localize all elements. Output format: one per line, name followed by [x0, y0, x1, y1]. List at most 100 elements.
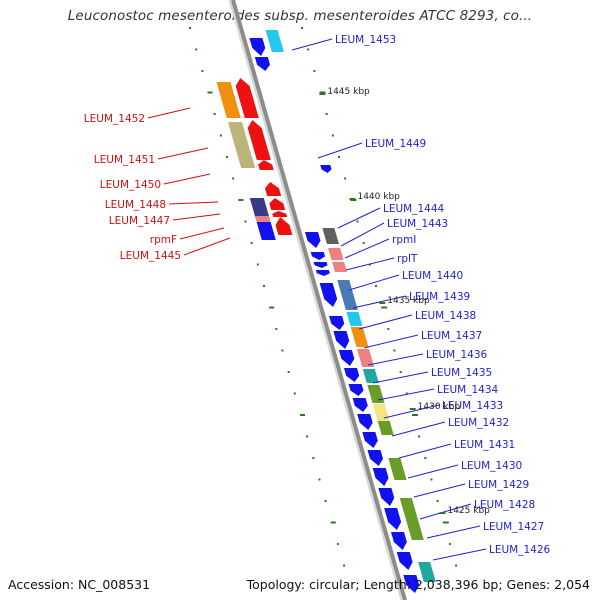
forward-gene-label-5: rplT [397, 253, 418, 265]
reverse-gene-inner-3 [264, 182, 282, 196]
forward-gene-label-10: LEUM_1436 [426, 349, 488, 361]
forward-gene-inner-4 [313, 262, 328, 268]
forward-gene-label-18: LEUM_1428 [474, 499, 535, 511]
scale-label-1: 1440 kbp [357, 192, 400, 202]
forward-gene-outer-8 [362, 369, 379, 383]
leader-forward-5 [345, 257, 395, 271]
forward-gene-label-20: LEUM_1426 [489, 544, 551, 556]
forward-gene-inner-8 [333, 331, 350, 349]
forward-gene-label-17: LEUM_1429 [468, 479, 529, 491]
leader-forward-19 [426, 525, 481, 539]
leader-forward-3 [340, 222, 385, 247]
forward-gene-inner-5 [315, 270, 330, 276]
leader-forward-9 [363, 334, 419, 349]
forward-gene-inner-6 [319, 283, 338, 307]
reverse-gene-inner-5 [272, 211, 288, 217]
forward-gene-outer-14 [418, 562, 436, 582]
forward-gene-inner-16 [372, 468, 389, 486]
accession-text: Accession: NC_008531 [8, 577, 151, 592]
forward-gene-outer-10 [372, 404, 390, 422]
leader-reverse-6 [183, 237, 231, 256]
leader-reverse-2 [163, 173, 211, 185]
scale-label-0: 1445 kbp [327, 87, 370, 97]
forward-gene-outer-12 [388, 458, 407, 480]
topology-text: Topology: circular; Length: 2,038,396 bp… [246, 577, 590, 592]
forward-gene-outer-7 [357, 349, 375, 367]
reverse-gene-inner-6 [275, 217, 293, 235]
leader-forward-1 [317, 142, 363, 159]
reverse-gene-label-6: LEUM_1445 [120, 250, 181, 262]
forward-gene-label-4: rpmI [392, 234, 416, 246]
reverse-gene-inner-0 [235, 78, 259, 118]
leader-forward-0 [291, 38, 333, 51]
forward-gene-inner-2 [305, 232, 321, 248]
forward-gene-label-7: LEUM_1439 [409, 291, 470, 303]
leader-forward-18 [419, 503, 472, 520]
forward-gene-inner-20 [396, 552, 413, 570]
genome-backbone [228, 0, 407, 600]
forward-gene-inner-3 [310, 252, 326, 260]
forward-gene-label-9: LEUM_1437 [421, 330, 482, 342]
forward-gene-label-0: LEUM_1453 [335, 34, 396, 46]
forward-gene-label-19: LEUM_1427 [483, 521, 544, 533]
gene-features [216, 30, 436, 593]
leader-forward-20 [432, 548, 487, 561]
scale-label-3: 1430 kbp [418, 402, 461, 412]
reverse-gene-outer-0 [216, 82, 241, 118]
reverse-gene-inner-4 [269, 198, 286, 210]
forward-gene-label-8: LEUM_1438 [415, 310, 476, 322]
forward-gene-inner-11 [348, 384, 364, 396]
forward-gene-label-11: LEUM_1435 [431, 367, 492, 379]
forward-gene-label-13: LEUM_1433 [442, 400, 503, 412]
scale-label-4: 1425 kbp [447, 506, 490, 516]
forward-gene-inner-1 [254, 57, 271, 71]
leader-forward-12 [377, 388, 435, 401]
forward-gene-label-2: LEUM_1444 [383, 203, 445, 215]
forward-gene-inner-10 [343, 368, 360, 382]
leader-forward-2 [337, 207, 381, 229]
forward-gene-inner-13 [357, 414, 373, 430]
forward-gene-inner-9 [338, 350, 355, 366]
leader-forward-4 [344, 238, 390, 259]
reverse-gene-label-3: LEUM_1448 [105, 199, 166, 211]
reverse-gene-outer-2 [249, 198, 270, 218]
scale-label-2: 1435 kbp [387, 296, 430, 306]
reverse-gene-inner-1 [247, 120, 271, 160]
map-title: Leuconostoc mesenteroides subsp. mesente… [67, 8, 533, 24]
reverse-gene-label-0: LEUM_1452 [84, 113, 145, 125]
leader-reverse-3 [168, 201, 219, 205]
leader-lines [147, 38, 487, 561]
leader-forward-8 [358, 314, 413, 330]
forward-gene-label-16: LEUM_1430 [461, 460, 522, 472]
forward-gene-outer-3 [332, 262, 347, 272]
forward-gene-outer-0 [265, 30, 284, 52]
reverse-gene-label-5: rpmF [150, 234, 177, 246]
leader-reverse-4 [172, 213, 221, 221]
forward-gene-inner-12 [352, 398, 368, 412]
forward-gene-label-12: LEUM_1434 [437, 384, 499, 396]
leader-reverse-1 [157, 147, 209, 160]
forward-gene-outer-4 [337, 280, 358, 310]
forward-gene-outer-6 [350, 327, 369, 347]
forward-gene-outer-11 [377, 421, 394, 435]
leader-forward-14 [391, 421, 446, 437]
reverse-gene-inner-2 [258, 160, 274, 170]
forward-gene-small [320, 165, 332, 173]
forward-gene-label-14: LEUM_1432 [448, 417, 509, 429]
forward-gene-inner-17 [378, 488, 395, 506]
leader-forward-15 [398, 443, 452, 459]
reverse-gene-outer-1 [227, 122, 256, 168]
forward-gene-outer-13 [399, 498, 424, 540]
forward-gene-inner-7 [329, 316, 345, 330]
leader-forward-17 [413, 483, 466, 498]
backbone-shadow [228, 0, 404, 600]
forward-gene-inner-19 [391, 532, 407, 550]
leader-forward-13 [383, 404, 440, 419]
forward-gene-outer-2 [328, 248, 344, 260]
reverse-gene-label-4: LEUM_1447 [109, 215, 170, 227]
leader-forward-10 [367, 353, 424, 366]
forward-gene-label-6: LEUM_1440 [402, 270, 463, 282]
forward-gene-label-1: LEUM_1449 [365, 138, 426, 150]
forward-gene-label-15: LEUM_1431 [454, 439, 515, 451]
